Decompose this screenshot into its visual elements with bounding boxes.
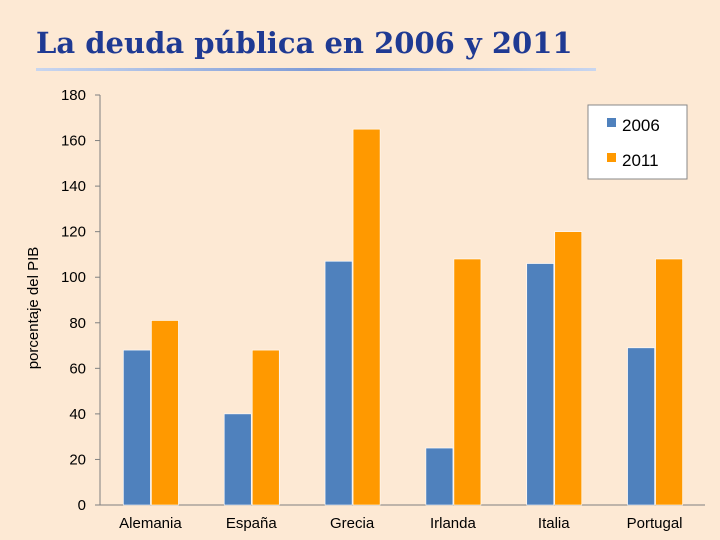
y-tick-label: 40 [69, 406, 86, 423]
y-tick-label: 60 [69, 360, 86, 377]
x-tick-label: Grecia [330, 515, 375, 532]
bar-2006-grecia [324, 260, 353, 506]
bar-2011-españa [251, 349, 280, 506]
x-tick-label: España [226, 515, 278, 532]
y-tick-labels: 0 20 40 60 80 100 120 140 160 180 [61, 87, 86, 514]
x-tick-label: Portugal [627, 515, 683, 532]
legend-label-2006: 2006 [622, 116, 660, 135]
bar-2011-grecia [352, 128, 381, 506]
bar-2006-irlanda [425, 447, 454, 506]
y-tick-label: 0 [78, 497, 86, 514]
x-tick-labels: Alemania España Grecia Irlanda Italia Portuga… [119, 515, 682, 532]
y-tick-label: 120 [61, 224, 86, 241]
legend: 2006 2011 [587, 104, 688, 180]
bar-2011-italia [554, 231, 583, 506]
bar-2006-portugal [627, 347, 655, 506]
y-tick-label: 180 [61, 87, 86, 104]
axes [95, 94, 705, 506]
y-tick-label: 160 [61, 133, 86, 150]
bar-2006-españa [223, 413, 252, 506]
y-axis-label: porcentaje del PIB [25, 247, 42, 370]
bar-2011-portugal [655, 258, 683, 506]
chart-title: La deuda pública en 2006 y 2011 [36, 26, 573, 60]
legend-box [587, 104, 688, 180]
bar-2006-italia [526, 263, 555, 506]
legend-label-2011: 2011 [622, 151, 659, 170]
x-tick-label: Italia [538, 515, 570, 532]
y-tick-label: 80 [69, 315, 86, 332]
y-tick-label: 20 [69, 451, 86, 468]
title-underline [36, 68, 596, 71]
y-tick-label: 100 [61, 269, 86, 286]
bar-2011-alemania [151, 320, 179, 506]
bars [123, 128, 683, 506]
x-tick-label: Alemania [119, 515, 182, 532]
legend-swatch-2006 [607, 118, 616, 127]
legend-swatch-2011 [607, 153, 616, 162]
x-tick-label: Irlanda [430, 515, 477, 532]
bar-2011-irlanda [453, 258, 482, 506]
bar-2006-alemania [123, 349, 151, 506]
y-tick-label: 140 [61, 178, 86, 195]
